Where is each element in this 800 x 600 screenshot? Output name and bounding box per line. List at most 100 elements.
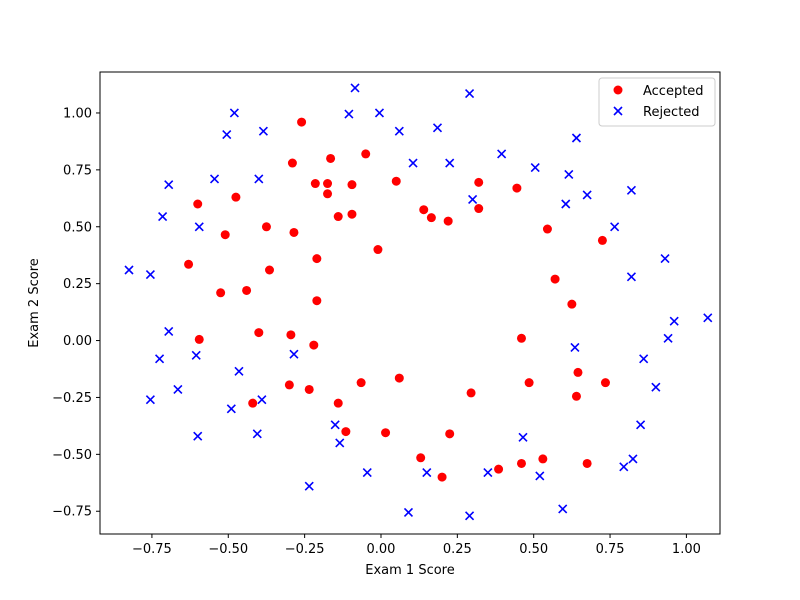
rejected-point bbox=[362, 467, 372, 478]
accepted-point bbox=[289, 227, 299, 237]
accepted-point bbox=[286, 330, 296, 340]
rejected-point bbox=[145, 395, 155, 405]
legend-label-accepted: Accepted bbox=[643, 84, 704, 99]
rejected-point bbox=[628, 454, 638, 464]
accepted-point bbox=[287, 158, 297, 168]
y-tick-label: 0.00 bbox=[63, 334, 92, 349]
accepted-point bbox=[297, 117, 307, 127]
rejected-point bbox=[660, 254, 670, 264]
rejected-point bbox=[582, 190, 592, 200]
rejected-point bbox=[464, 511, 475, 521]
accepted-point bbox=[516, 333, 526, 343]
accepted-point bbox=[524, 378, 534, 388]
plot-frame bbox=[99, 71, 721, 535]
accepted-point bbox=[248, 398, 258, 408]
accepted-point bbox=[573, 367, 583, 377]
rejected-point bbox=[258, 126, 268, 136]
rejected-point bbox=[669, 316, 679, 326]
rejected-point bbox=[229, 108, 239, 118]
x-tick-label: −0.50 bbox=[208, 542, 248, 557]
rejected-point bbox=[651, 382, 661, 392]
rejected-point bbox=[252, 429, 262, 439]
rejected-point bbox=[626, 272, 636, 282]
x-tick-label: 0.50 bbox=[519, 542, 548, 557]
x-axis-label: Exam 1 Score bbox=[365, 563, 454, 578]
accepted-point bbox=[391, 176, 401, 186]
rejected-point bbox=[619, 462, 629, 472]
rejected-point bbox=[483, 467, 493, 478]
accepted-point bbox=[184, 259, 194, 269]
accepted-point bbox=[323, 179, 333, 189]
rejected-point bbox=[289, 349, 299, 359]
y-tick-label: 0.75 bbox=[63, 163, 92, 178]
rejected-point bbox=[626, 185, 636, 195]
rejected-point bbox=[535, 471, 545, 481]
accepted-point bbox=[394, 373, 404, 383]
legend-circle-icon bbox=[613, 85, 623, 95]
legend: Accepted Rejected bbox=[598, 77, 716, 127]
accepted-point bbox=[419, 205, 429, 215]
y-tick-label: −0.75 bbox=[52, 505, 92, 520]
rejected-point bbox=[193, 431, 203, 441]
y-axis-label: Exam 2 Score bbox=[27, 258, 42, 347]
rejected-point bbox=[164, 326, 174, 337]
rejected-point bbox=[403, 507, 414, 517]
accepted-point bbox=[538, 454, 548, 464]
accepted-point bbox=[474, 204, 484, 214]
y-tick-label: −0.50 bbox=[52, 448, 92, 463]
accepted-point bbox=[582, 458, 592, 468]
x-tick-label: −0.75 bbox=[132, 542, 172, 557]
rejected-point bbox=[561, 199, 571, 209]
legend-box bbox=[598, 77, 716, 127]
rejected-point bbox=[222, 130, 232, 140]
accepted-point bbox=[600, 378, 610, 388]
legend-marker-accepted bbox=[613, 85, 623, 95]
accepted-point bbox=[347, 209, 357, 219]
rejected-point bbox=[518, 432, 528, 442]
y-tick-label: 0.25 bbox=[63, 277, 92, 292]
accepted-point bbox=[284, 380, 294, 390]
accepted-point bbox=[194, 334, 204, 344]
accepted-point bbox=[220, 230, 230, 240]
rejected-point bbox=[636, 420, 646, 430]
accepted-point bbox=[356, 378, 366, 388]
accepted-point bbox=[512, 183, 522, 193]
x-axis: −0.75 −0.50 −0.25 0.00 0.25 0.50 0.75 1.00 bbox=[132, 534, 701, 557]
rejected-point bbox=[257, 395, 267, 405]
rejected-point bbox=[330, 420, 340, 430]
rejected-point bbox=[145, 269, 155, 280]
accepted-point bbox=[216, 288, 226, 298]
accepted-point bbox=[333, 212, 343, 222]
accepted-point bbox=[474, 177, 484, 187]
accepted-point bbox=[571, 391, 581, 401]
accepted-point bbox=[242, 285, 252, 295]
rejected-point bbox=[154, 354, 165, 364]
accepted-point bbox=[333, 398, 343, 408]
accepted-point bbox=[567, 299, 577, 309]
rejected-point bbox=[374, 108, 385, 118]
rejected-point bbox=[394, 126, 404, 136]
rejected-point bbox=[564, 169, 574, 179]
accepted-point bbox=[361, 149, 371, 159]
accepted-point bbox=[265, 265, 275, 275]
rejected-point bbox=[422, 467, 432, 478]
accepted-point bbox=[310, 179, 320, 189]
accepted-point bbox=[254, 328, 264, 338]
rejected-point bbox=[408, 158, 418, 168]
rejected-point bbox=[571, 133, 582, 143]
rejected-point bbox=[209, 174, 220, 184]
y-tick-label: 0.50 bbox=[63, 220, 92, 235]
y-axis: −0.75 −0.50 −0.25 0.00 0.25 0.50 0.75 1.00 bbox=[52, 106, 100, 520]
rejected-point bbox=[570, 342, 580, 352]
rejected-point bbox=[639, 354, 649, 364]
rejected-point bbox=[335, 438, 345, 448]
x-tick-label: 0.75 bbox=[596, 542, 625, 557]
x-tick-label: 0.00 bbox=[367, 542, 396, 557]
accepted-point bbox=[516, 458, 526, 468]
y-tick-label: 1.00 bbox=[63, 106, 92, 121]
rejected-point bbox=[194, 222, 204, 232]
rejected-point bbox=[158, 211, 168, 222]
accepted-point bbox=[494, 464, 504, 474]
rejected-point bbox=[304, 481, 314, 491]
x-tick-label: 1.00 bbox=[672, 542, 701, 557]
